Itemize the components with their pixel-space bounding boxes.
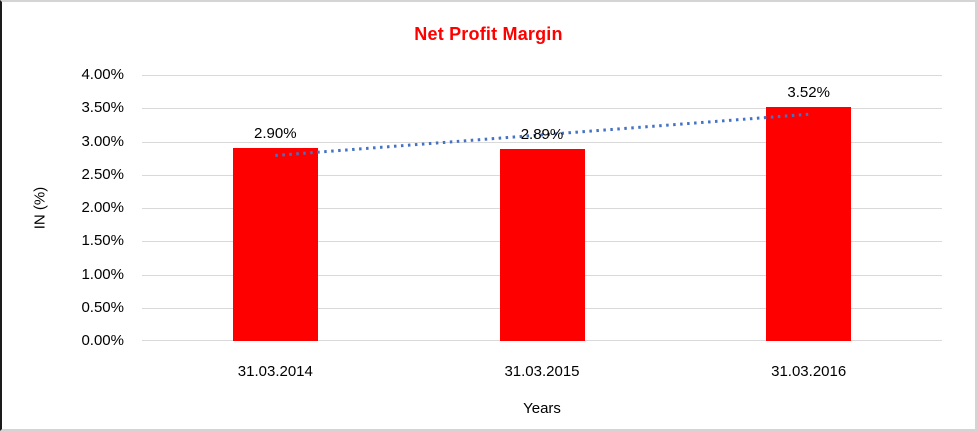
gridline (142, 75, 942, 76)
y-tick-label: 3.00% (81, 132, 124, 150)
data-label: 2.89% (520, 125, 564, 143)
chart-title: Net Profit Margin (414, 24, 563, 44)
gridline (142, 108, 942, 109)
gridline (142, 142, 942, 143)
y-tick-label: 1.50% (81, 232, 124, 250)
bar-31.03.2016 (766, 106, 852, 341)
bar-31.03.2014 (232, 148, 318, 341)
y-tick-label: 1.00% (81, 265, 124, 283)
y-tick-label: 0.00% (81, 332, 124, 349)
trendline (275, 112, 809, 157)
data-label: 2.90% (254, 125, 297, 143)
x-axis-tick-labels: 31.03.2014 31.03.2015 31.03.2016 (142, 362, 942, 382)
y-tick-label: 3.50% (81, 99, 124, 117)
y-axis-tick-labels: 0.00% 0.50% 1.00% 1.50% 2.00% 2.50% 3.00% 3.50%… (2, 2, 124, 429)
y-tick-label: 2.50% (81, 165, 124, 183)
x-tick-label: 31.03.2015 (504, 363, 580, 380)
x-tick-label: 31.03.2016 (771, 363, 847, 380)
data-label: 3.52% (787, 83, 830, 101)
x-tick-label: 31.03.2014 (237, 363, 313, 380)
x-axis-title: Years (523, 400, 561, 417)
y-tick-label: 0.50% (81, 298, 124, 316)
y-tick-label: 4.00% (81, 66, 124, 83)
bar-31.03.2015 (499, 148, 585, 341)
plot-area: 2.90% 2.89% 3.52% (142, 75, 942, 341)
y-tick-label: 2.00% (81, 199, 124, 216)
